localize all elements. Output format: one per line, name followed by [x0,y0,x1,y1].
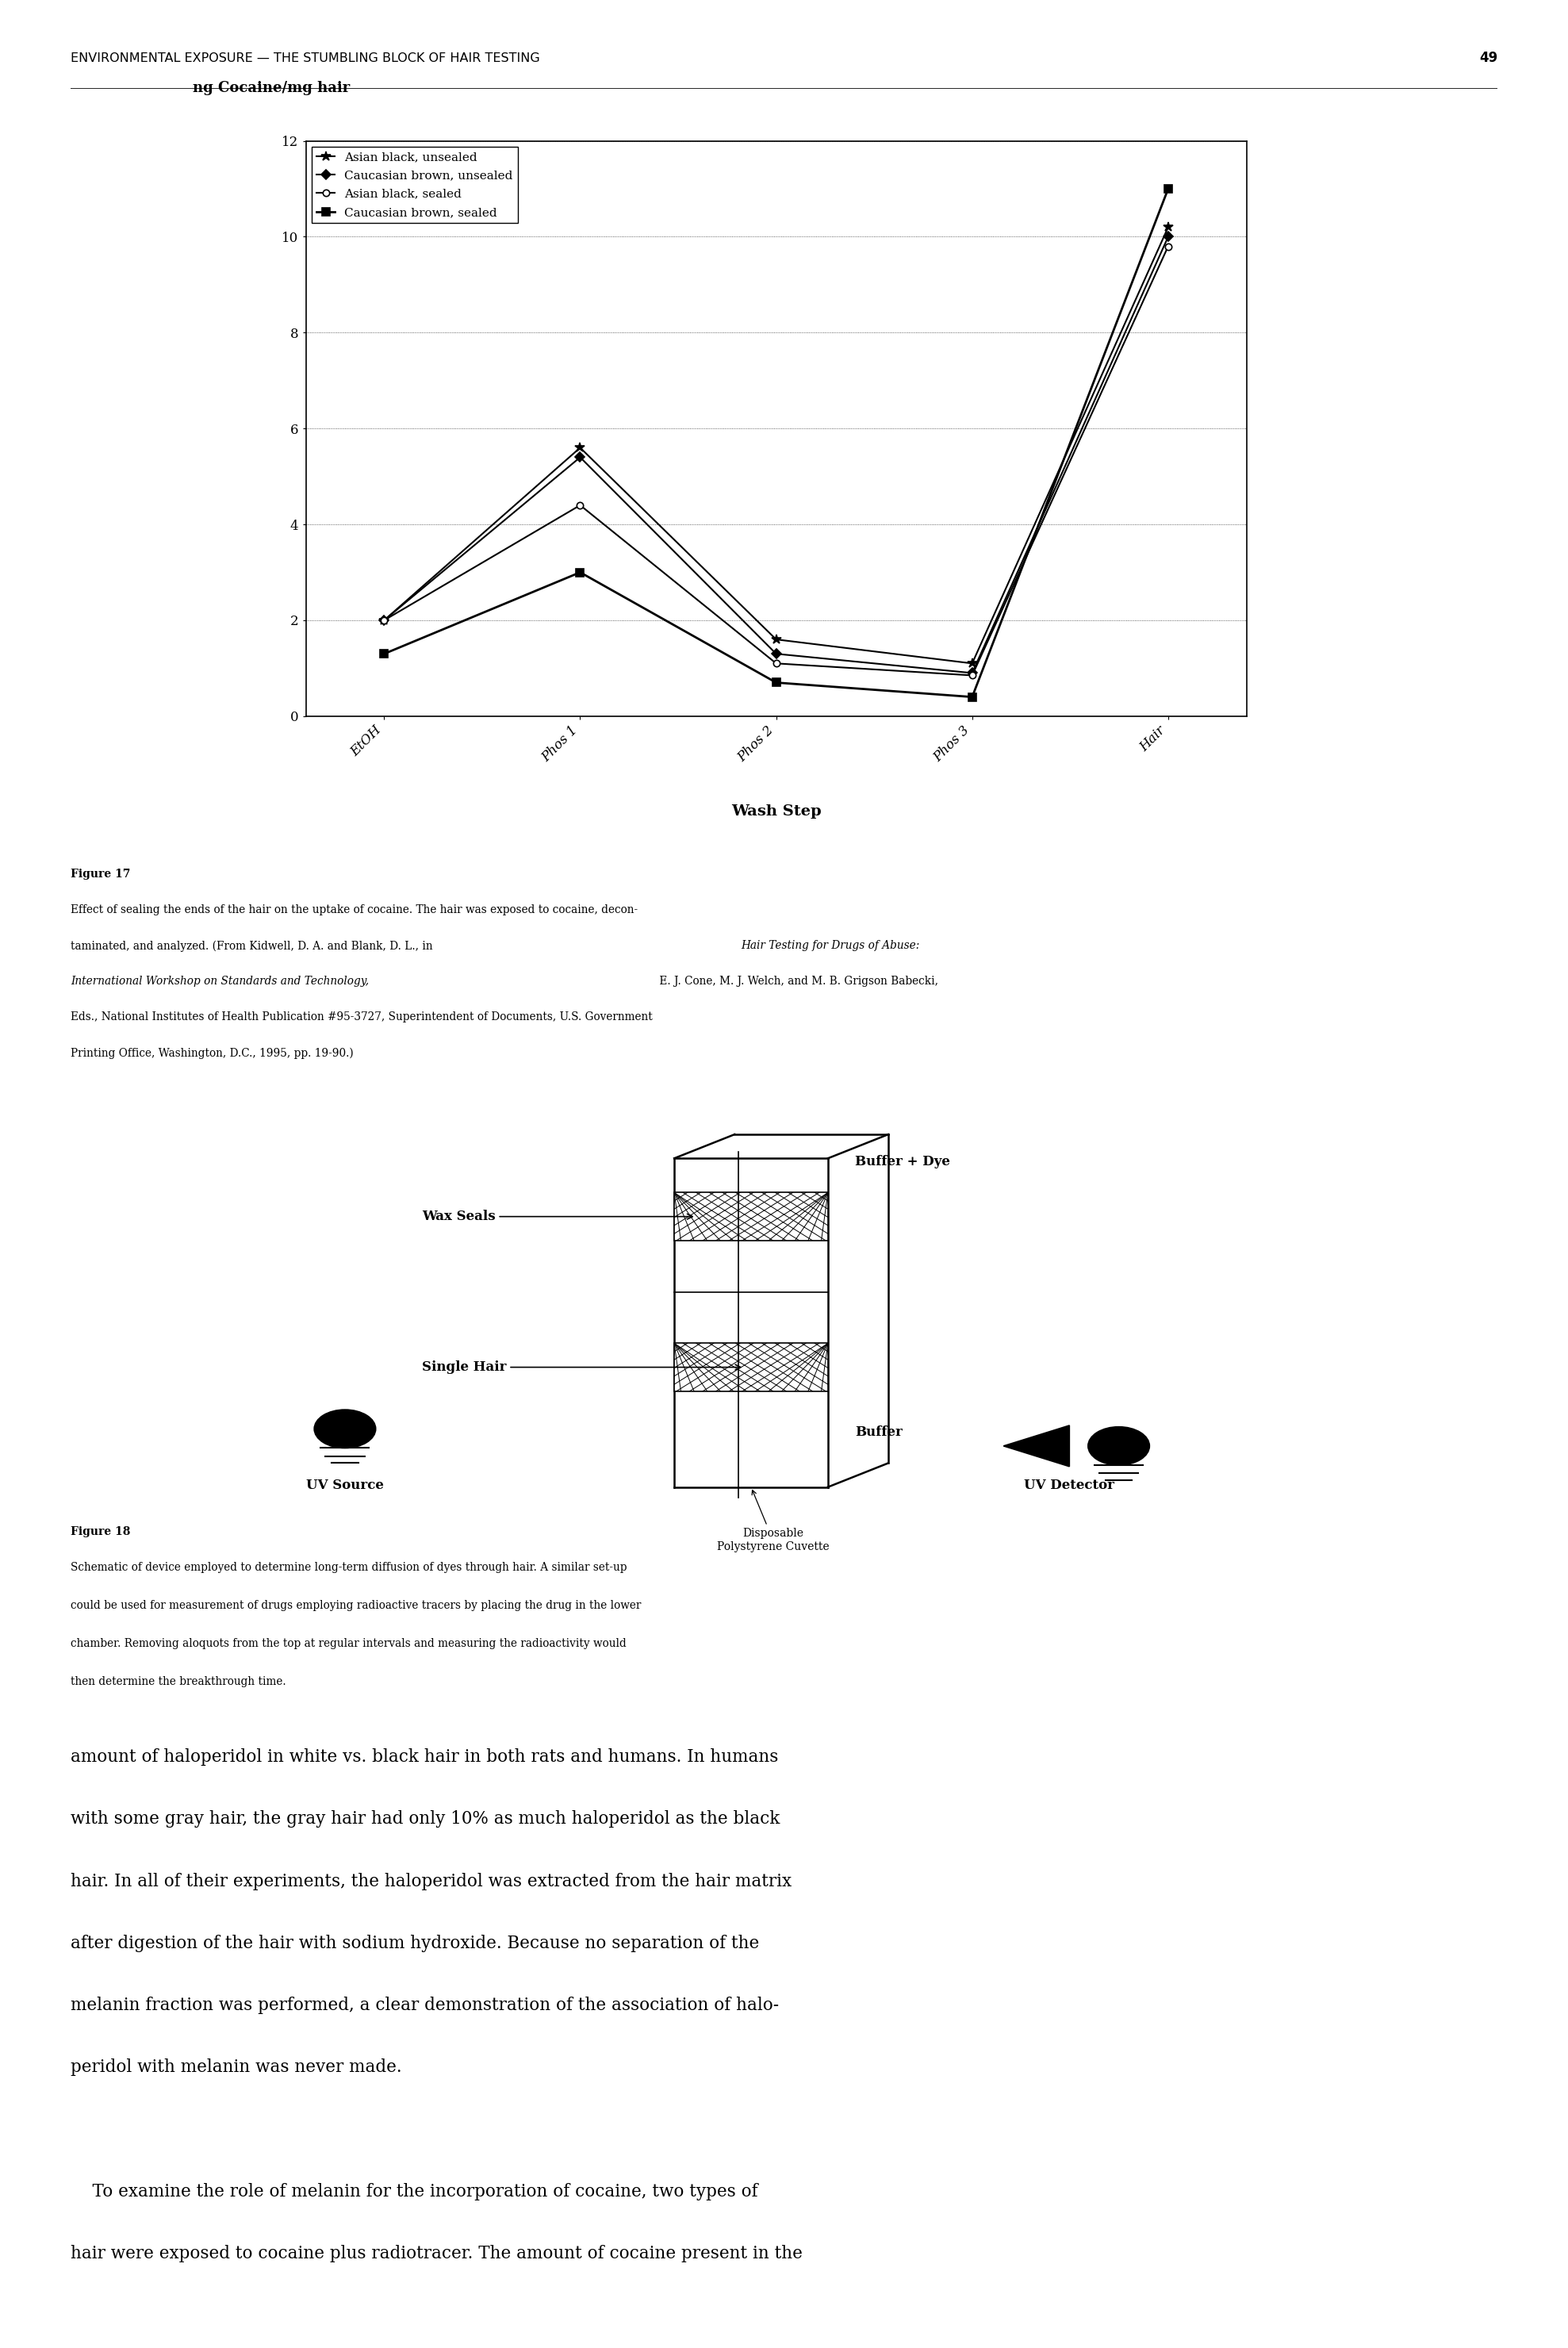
Line: Asian black, unsealed: Asian black, unsealed [379,223,1173,669]
Bar [674,1193,828,1240]
Text: Hair Testing for Drugs of Abuse:: Hair Testing for Drugs of Abuse: [742,939,920,951]
Text: hair. In all of their experiments, the haloperidol was extracted from the hair m: hair. In all of their experiments, the h… [71,1874,792,1890]
Line: Caucasian brown, sealed: Caucasian brown, sealed [381,185,1171,700]
Text: Printing Office, Washington, D.C., 1995, pp. 19-90.): Printing Office, Washington, D.C., 1995,… [71,1047,353,1059]
Text: Buffer: Buffer [856,1425,903,1439]
Asian black, unsealed [1159,214,1178,242]
Asian black, sealed [963,662,982,690]
Text: Wax Seals: Wax Seals [422,1209,693,1223]
Text: Buffer + Dye: Buffer + Dye [856,1155,950,1169]
Text: amount of haloperidol in white vs. black hair in both rats and humans. In humans: amount of haloperidol in white vs. black… [71,1749,778,1766]
Caucasian brown, unsealed [963,660,982,688]
Text: UV Detector: UV Detector [1024,1479,1115,1493]
Asian black, sealed [571,491,590,519]
Caucasian brown, sealed [1159,174,1178,202]
Text: To examine the role of melanin for the incorporation of cocaine, two types of: To examine the role of melanin for the i… [71,2184,757,2200]
Text: International Workshop on Standards and Technology,: International Workshop on Standards and … [71,977,368,986]
Text: melanin fraction was performed, a clear demonstration of the association of halo: melanin fraction was performed, a clear … [71,1996,779,2015]
Asian black, unsealed [375,606,394,634]
Text: then determine the breakthrough time.: then determine the breakthrough time. [71,1676,285,1686]
Text: E. J. Cone, M. J. Welch, and M. B. Grigson Babecki,: E. J. Cone, M. J. Welch, and M. B. Grigs… [655,977,938,986]
Text: 49: 49 [1479,52,1497,66]
Caucasian brown, unsealed [571,444,590,472]
Caucasian brown, unsealed [1159,223,1178,251]
Text: Figure 18: Figure 18 [71,1526,130,1538]
Text: Schematic of device employed to determine long-term diffusion of dyes through ha: Schematic of device employed to determin… [71,1561,627,1573]
Bar [674,1343,828,1390]
Text: after digestion of the hair with sodium hydroxide. Because no separation of the: after digestion of the hair with sodium … [71,1935,759,1951]
Text: ENVIRONMENTAL EXPOSURE — THE STUMBLING BLOCK OF HAIR TESTING: ENVIRONMENTAL EXPOSURE — THE STUMBLING B… [71,52,539,63]
Text: Effect of sealing the ends of the hair on the uptake of cocaine. The hair was ex: Effect of sealing the ends of the hair o… [71,904,638,916]
Asian black, unsealed [963,650,982,679]
Line: Asian black, sealed: Asian black, sealed [381,244,1171,679]
Text: chamber. Removing aloquots from the top at regular intervals and measuring the r: chamber. Removing aloquots from the top … [71,1639,626,1648]
Circle shape [1088,1428,1149,1465]
Caucasian brown, sealed [963,683,982,711]
Caucasian brown, unsealed [375,606,394,634]
Asian black, unsealed [767,625,786,653]
Caucasian brown, sealed [571,559,590,587]
Asian black, unsealed [571,434,590,463]
Asian black, sealed [1159,232,1178,261]
Line: Caucasian brown, unsealed: Caucasian brown, unsealed [381,232,1171,676]
X-axis label: Wash Step: Wash Step [731,803,822,819]
Text: with some gray hair, the gray hair had only 10% as much haloperidol as the black: with some gray hair, the gray hair had o… [71,1810,779,1827]
Text: Figure 17: Figure 17 [71,869,130,880]
Asian black, sealed [375,606,394,634]
Text: UV Source: UV Source [306,1479,384,1493]
Text: ng Cocaine/mg hair: ng Cocaine/mg hair [193,80,350,94]
Asian black, sealed [767,650,786,679]
Text: hair were exposed to cocaine plus radiotracer. The amount of cocaine present in : hair were exposed to cocaine plus radiot… [71,2245,803,2263]
Circle shape [314,1409,376,1449]
Caucasian brown, sealed [375,639,394,667]
Text: taminated, and analyzed. (From Kidwell, D. A. and Blank, D. L., in: taminated, and analyzed. (From Kidwell, … [71,939,436,951]
Text: could be used for measurement of drugs employing radioactive tracers by placing : could be used for measurement of drugs e… [71,1599,641,1611]
Text: Eds., National Institutes of Health Publication #95-3727, Superintendent of Docu: Eds., National Institutes of Health Publ… [71,1012,652,1024]
Text: Single Hair: Single Hair [422,1359,740,1374]
Caucasian brown, unsealed [767,639,786,667]
Text: Disposable
Polystyrene Cuvette: Disposable Polystyrene Cuvette [717,1491,829,1552]
Polygon shape [1004,1425,1069,1468]
Text: peridol with melanin was never made.: peridol with melanin was never made. [71,2059,401,2076]
Caucasian brown, sealed [767,669,786,697]
Legend: Asian black, unsealed, Caucasian brown, unsealed, Asian black, sealed, Caucasian: Asian black, unsealed, Caucasian brown, … [312,148,517,223]
